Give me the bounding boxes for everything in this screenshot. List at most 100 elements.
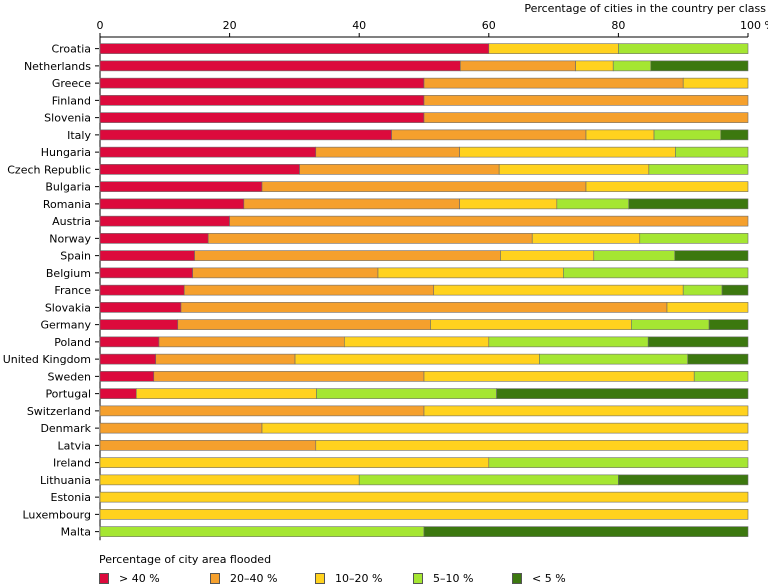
category-label: France <box>54 284 91 297</box>
x-tick-label: 20 <box>223 19 237 32</box>
bar-segment <box>498 164 650 175</box>
x-axis-title: Percentage of cities in the country per … <box>524 2 766 15</box>
bar-segment <box>648 164 749 175</box>
legend-item: 20–40 % <box>210 572 277 585</box>
category-label: Germany <box>40 319 91 332</box>
bar-segment <box>99 250 195 261</box>
bar-segment <box>99 284 185 296</box>
bar-segment <box>99 181 263 192</box>
bar-segment <box>488 457 749 468</box>
bar-segment <box>423 526 749 537</box>
category-label: Ireland <box>53 457 91 470</box>
bar-segment <box>618 43 749 54</box>
bar-segment <box>207 233 533 244</box>
bar-segment <box>99 336 160 348</box>
bar-segment <box>299 164 500 175</box>
bar-segment <box>99 457 490 468</box>
category-label: Hungaria <box>41 146 91 159</box>
bar-segment <box>666 302 749 313</box>
bar-segment <box>99 388 137 399</box>
category-label: Portugal <box>45 388 91 401</box>
bar-segment <box>650 60 749 72</box>
bar-segment <box>158 336 345 348</box>
bar-segment <box>99 164 300 175</box>
category-label: Latvia <box>58 439 92 452</box>
x-tick-label: 60 <box>482 19 496 32</box>
category-label: Croatia <box>51 43 91 56</box>
bar-segment <box>135 388 317 399</box>
category-label: Denmark <box>40 422 91 435</box>
bar-segment <box>99 267 193 279</box>
bar-segment <box>612 60 652 72</box>
legend-label: > 40 % <box>119 572 160 585</box>
bar-segment <box>153 371 425 382</box>
bar-segment <box>99 422 263 434</box>
bar-segment <box>628 198 749 210</box>
bar-segment <box>459 146 676 158</box>
legend-item: 5–10 % <box>413 572 473 585</box>
category-label: Czech Republic <box>7 163 91 176</box>
legend-swatch <box>99 573 109 584</box>
bar-segment <box>687 353 749 365</box>
legend-label: 20–40 % <box>230 572 278 585</box>
bar-segment <box>99 319 179 330</box>
bar-segment <box>99 371 155 382</box>
category-label: Slovenia <box>44 112 91 125</box>
bar-segment <box>618 474 749 486</box>
x-tick-label: 0 <box>97 19 104 32</box>
bar-segment <box>99 440 317 451</box>
legend-title: Percentage of city area flooded <box>99 553 272 566</box>
category-label: United Kingdom <box>3 353 91 366</box>
category-label: Slovakia <box>45 301 91 314</box>
bar-segment <box>343 336 490 348</box>
bar-segment <box>316 388 497 399</box>
legend-swatch <box>210 573 220 584</box>
bar-segment <box>243 198 460 210</box>
bar-segment <box>682 284 723 296</box>
legend-item: < 5 % <box>512 572 566 585</box>
bar-segment <box>575 60 614 72</box>
category-label: Netherlands <box>24 60 91 73</box>
bar-segment <box>315 146 460 158</box>
bar-segment <box>99 77 425 89</box>
category-label: Norway <box>49 232 91 245</box>
bar-segment <box>653 129 722 141</box>
category-label: Luxembourg <box>22 508 91 521</box>
bar-segment <box>639 233 749 244</box>
bar-segment <box>99 526 425 537</box>
bar-segment <box>496 388 749 399</box>
bar-segment <box>99 146 317 158</box>
bar-segment <box>315 440 749 451</box>
legend-label: 5–10 % <box>433 572 474 585</box>
category-label: Austria <box>52 215 91 228</box>
bar-segment <box>261 181 587 192</box>
bar-segment <box>423 95 749 106</box>
bar-segment <box>720 129 749 141</box>
legend: > 40 % 20–40 % 10–20 % 5–10 % < 5 % <box>99 572 659 585</box>
legend-item: 10–20 % <box>315 572 382 585</box>
bar-segment <box>631 319 710 330</box>
legend-swatch <box>315 573 325 584</box>
category-label: Switzerland <box>27 405 91 418</box>
category-label: Estonia <box>51 491 92 504</box>
x-tick-label: 100 % <box>740 19 768 32</box>
bar-segment <box>708 319 749 330</box>
bar-segment <box>99 112 425 123</box>
category-label: Lithuania <box>40 474 91 487</box>
bar-segment <box>459 60 576 72</box>
bar-segment <box>423 112 749 123</box>
bar-segment <box>585 129 655 141</box>
bar-segment <box>488 336 649 348</box>
bar-segment <box>99 491 749 503</box>
bar-segment <box>180 302 668 313</box>
bar-segment <box>261 422 749 434</box>
bar-segment <box>563 267 749 279</box>
bar-segment <box>99 129 392 141</box>
bar-segment <box>155 353 296 365</box>
bar-segment <box>99 474 360 486</box>
bar-segment <box>430 319 632 330</box>
legend-label: 10–20 % <box>335 572 383 585</box>
legend-label: < 5 % <box>532 572 566 585</box>
bar-segment <box>99 43 490 54</box>
